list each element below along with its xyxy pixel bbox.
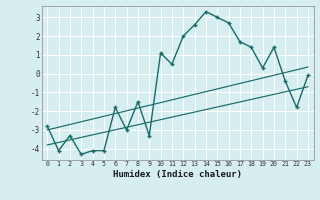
X-axis label: Humidex (Indice chaleur): Humidex (Indice chaleur) (113, 170, 242, 179)
